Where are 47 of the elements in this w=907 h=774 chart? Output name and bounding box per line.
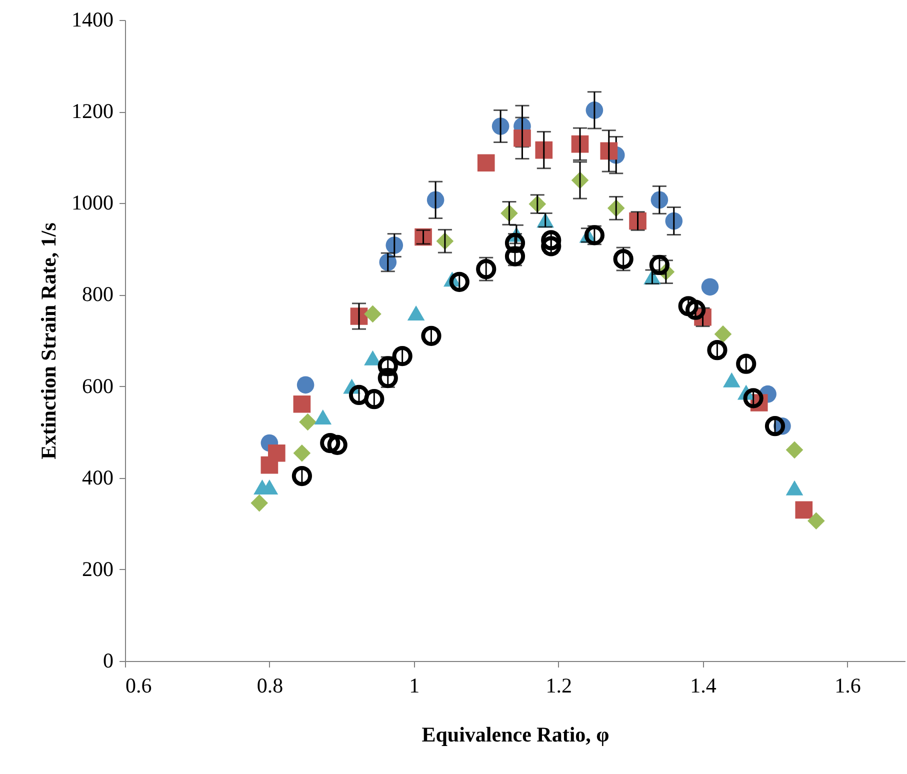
point — [723, 372, 740, 388]
point — [364, 305, 382, 323]
y-tick-label: 1000 — [72, 190, 114, 215]
x-tick-label: 0.6 — [126, 674, 152, 698]
point — [504, 246, 526, 266]
x-tick-label: 1 — [409, 674, 420, 698]
x-axis-title: Equivalence Ratio, φ — [422, 722, 610, 746]
point — [504, 232, 526, 254]
x-tick-label: 0.8 — [256, 674, 284, 698]
point — [786, 441, 804, 459]
point — [600, 142, 618, 160]
x-tick-label: 1.4 — [690, 674, 717, 698]
y-tick-label: 1200 — [72, 99, 114, 124]
point — [701, 278, 719, 296]
y-tick-label: 800 — [82, 282, 114, 306]
point — [293, 444, 311, 462]
y-tick-label: 400 — [82, 465, 114, 490]
point — [535, 141, 553, 159]
point — [685, 300, 706, 320]
y-axis-title: Extinction Strain Rate, 1/s — [36, 222, 60, 460]
point — [348, 384, 370, 406]
point — [795, 501, 813, 519]
point — [314, 409, 332, 424]
point — [764, 416, 786, 436]
point — [786, 480, 804, 496]
point — [292, 466, 312, 486]
point — [584, 225, 605, 246]
point — [327, 434, 348, 455]
point — [250, 494, 268, 512]
x-tick-label: 1.2 — [546, 674, 572, 698]
y-tick-label: 0 — [103, 648, 114, 672]
point — [320, 433, 340, 454]
point — [514, 129, 531, 147]
point — [714, 325, 732, 343]
point — [299, 413, 316, 431]
y-tick-label: 200 — [82, 556, 114, 581]
point — [477, 154, 495, 172]
point — [476, 259, 496, 280]
point — [293, 395, 311, 413]
x-tick-label: 1.6 — [834, 674, 861, 698]
point — [649, 254, 670, 275]
point — [808, 512, 825, 530]
point — [407, 306, 425, 321]
point — [268, 444, 286, 462]
y-tick-label: 1400 — [72, 8, 114, 32]
y-tick-label: 600 — [82, 374, 114, 398]
point — [296, 376, 314, 394]
